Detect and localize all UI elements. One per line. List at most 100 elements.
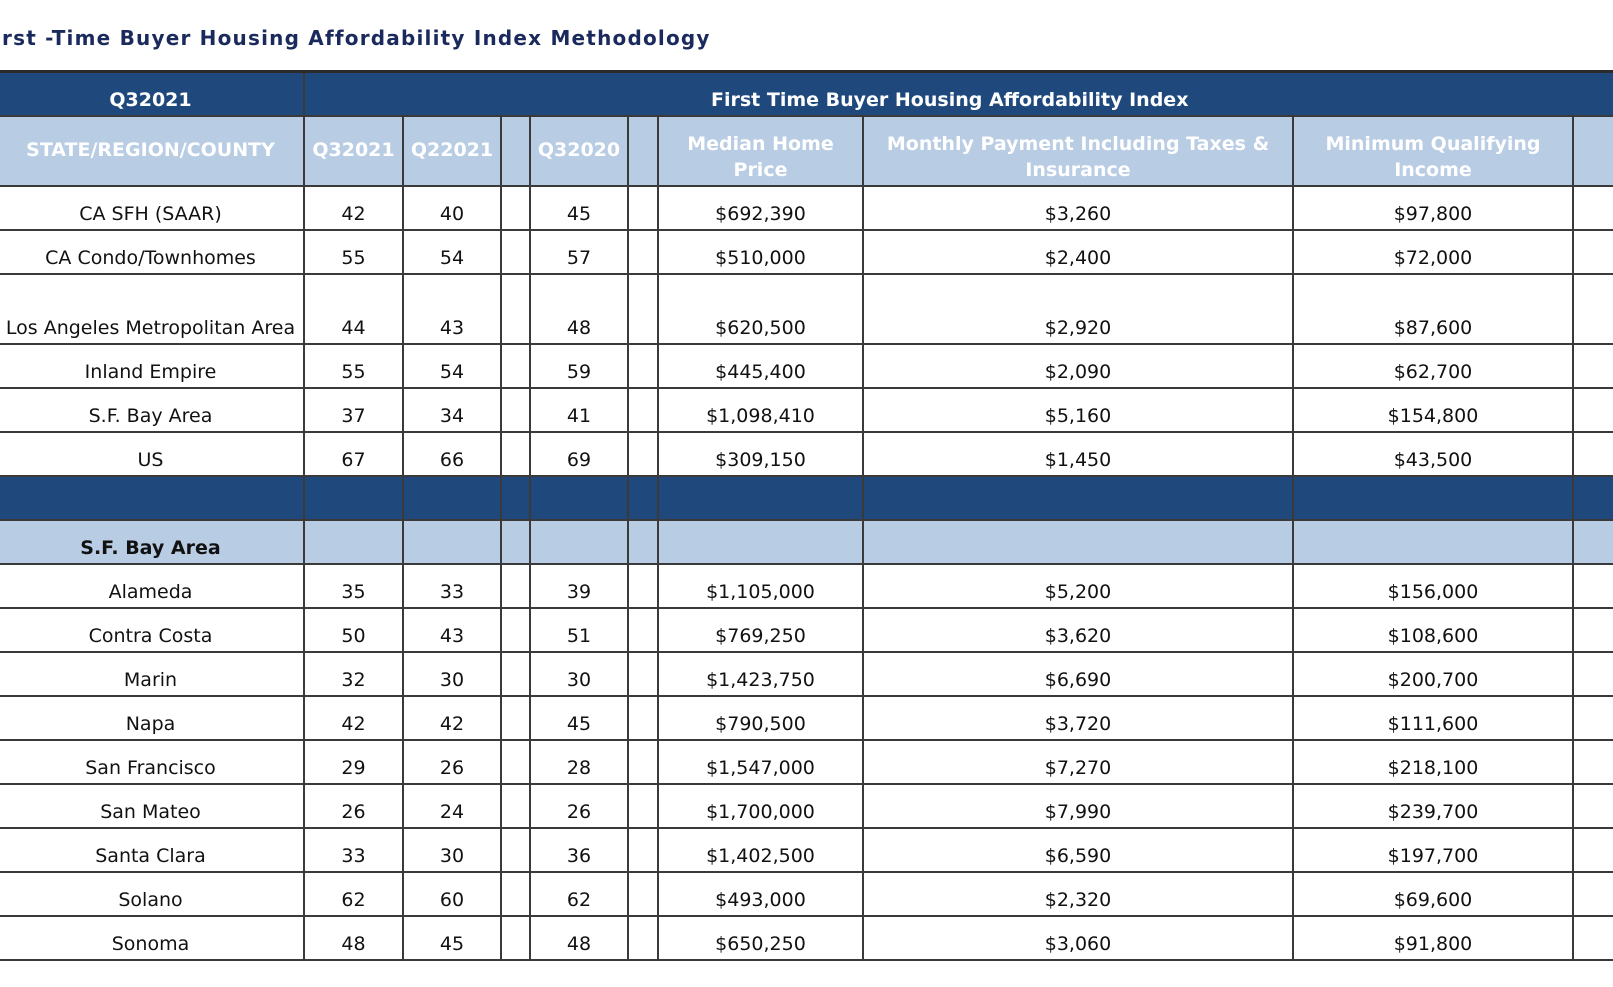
cell-q22021: 66 [402,431,502,477]
cell-spacer [627,651,659,697]
cell-region: Contra Costa [0,607,305,653]
cell-min-income: $156,000 [1292,563,1574,609]
separator-cell [529,475,629,521]
cell-spacer [627,783,659,829]
column-header-min-income: Minimum Qualifying Income [1292,115,1574,187]
cell-min-income: $154,800 [1292,387,1574,433]
cell-region: Los Angeles Metropolitan Area [0,273,305,345]
separator-row [0,475,1613,521]
cell-spacer [500,387,531,433]
cell-overflow [1571,229,1613,275]
column-header-q32021: Q32021 [303,115,404,187]
cell-spacer [627,563,659,609]
cell-spacer [500,739,531,785]
table-row: Santa Clara 33 30 36 $1,402,500 $6,590 $197,70… [0,827,1613,873]
cell-min-income: $91,800 [1292,915,1574,961]
cell-overflow [1571,783,1613,829]
page-title: irst -Time Buyer Housing Affordability I… [0,26,711,50]
cell-q32020: 59 [529,343,629,389]
cell-region: Solano [0,871,305,917]
cell-q32021: 48 [303,915,404,961]
cell-q32021: 37 [303,387,404,433]
table-row: San Francisco 29 26 28 $1,547,000 $7,270 $218,… [0,739,1613,785]
cell-spacer [500,431,531,477]
cell-overflow [1571,431,1613,477]
cell-median-price: $493,000 [657,871,864,917]
cell-spacer [627,229,659,275]
cell-q22021: 43 [402,273,502,345]
table-row: CA SFH (SAAR) 42 40 45 $692,390 $3,260 $97,800 [0,185,1613,231]
cell-region: Alameda [0,563,305,609]
separator-cell [862,475,1294,521]
column-header-q32020: Q32020 [529,115,629,187]
separator-cell [1571,475,1613,521]
table-row: Napa 42 42 45 $790,500 $3,720 $111,600 [0,695,1613,741]
separator-cell [657,475,864,521]
cell-min-income: $108,600 [1292,607,1574,653]
cell-monthly-payment: $7,270 [862,739,1294,785]
cell-q32021: 29 [303,739,404,785]
cell-spacer [500,651,531,697]
cell-q32021: 42 [303,185,404,231]
cell-spacer [500,783,531,829]
separator-cell [627,475,659,521]
table-body: Q32021 First Time Buyer Housing Affordab… [0,70,1613,961]
cell-spacer [627,431,659,477]
cell-median-price: $309,150 [657,431,864,477]
cell-region: US [0,431,305,477]
cell-spacer [627,871,659,917]
cell-q32021: 55 [303,229,404,275]
column-header-region: STATE/REGION/COUNTY [0,115,305,187]
cell-spacer [627,695,659,741]
section-header-row: S.F. Bay Area [0,519,1613,565]
cell-median-price: $1,547,000 [657,739,864,785]
section-header-cell [862,519,1294,565]
separator-cell [402,475,502,521]
cell-region: San Francisco [0,739,305,785]
cell-min-income: $69,600 [1292,871,1574,917]
table-row: Solano 62 60 62 $493,000 $2,320 $69,600 [0,871,1613,917]
cell-median-price: $1,098,410 [657,387,864,433]
cell-q22021: 40 [402,185,502,231]
cell-q22021: 43 [402,607,502,653]
cell-q32020: 36 [529,827,629,873]
cell-min-income: $111,600 [1292,695,1574,741]
cell-monthly-payment: $3,720 [862,695,1294,741]
table-row: San Mateo 26 24 26 $1,700,000 $7,990 $239,700 [0,783,1613,829]
cell-spacer [500,915,531,961]
cell-min-income: $97,800 [1292,185,1574,231]
cell-spacer [627,387,659,433]
cell-monthly-payment: $5,160 [862,387,1294,433]
cell-region: S.F. Bay Area [0,387,305,433]
cell-monthly-payment: $7,990 [862,783,1294,829]
table-row: Sonoma 48 45 48 $650,250 $3,060 $91,800 [0,915,1613,961]
cell-overflow [1571,739,1613,785]
cell-median-price: $1,402,500 [657,827,864,873]
cell-min-income: $87,600 [1292,273,1574,345]
cell-median-price: $1,700,000 [657,783,864,829]
cell-spacer [500,563,531,609]
cell-monthly-payment: $2,320 [862,871,1294,917]
table-row: Alameda 35 33 39 $1,105,000 $5,200 $156,000 [0,563,1613,609]
cell-q22021: 26 [402,739,502,785]
cell-spacer [627,915,659,961]
cell-spacer [500,273,531,345]
separator-cell [1292,475,1574,521]
cell-spacer [627,273,659,345]
section-header-cell [500,519,531,565]
cell-q32020: 41 [529,387,629,433]
cell-q32021: 50 [303,607,404,653]
cell-q22021: 33 [402,563,502,609]
cell-monthly-payment: $2,920 [862,273,1294,345]
cell-monthly-payment: $6,690 [862,651,1294,697]
cell-q32020: 45 [529,185,629,231]
cell-region: Inland Empire [0,343,305,389]
cell-monthly-payment: $3,060 [862,915,1294,961]
cell-overflow [1571,607,1613,653]
cell-region: CA SFH (SAAR) [0,185,305,231]
cell-overflow [1571,827,1613,873]
cell-q22021: 30 [402,651,502,697]
separator-cell [0,475,305,521]
cell-overflow [1571,915,1613,961]
column-header-q22021: Q22021 [402,115,502,187]
